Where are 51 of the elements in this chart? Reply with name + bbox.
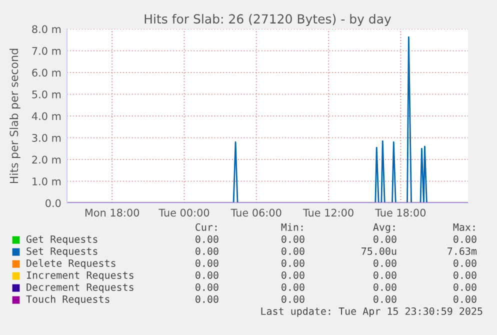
y-tick-label: 3.0 m bbox=[32, 134, 61, 142]
text: 7.63m bbox=[448, 247, 477, 255]
x-tick-label: Tue 00:00 bbox=[158, 208, 210, 217]
y-tick-label: 1.0 m bbox=[32, 177, 61, 186]
y-tick-label: 5.0 m bbox=[32, 90, 61, 98]
text: 75.00u bbox=[362, 247, 396, 255]
legend-label: Get Requests bbox=[26, 235, 98, 245]
y-tick-label: 0.0 bbox=[46, 199, 61, 208]
legend-label: Increment Requests bbox=[26, 271, 134, 281]
text: Avg: bbox=[373, 223, 395, 233]
text: Cur: bbox=[196, 223, 217, 231]
text: Last update: Tue Apr 15 23:30:59 2025 bbox=[261, 307, 482, 317]
text: 0.00 bbox=[454, 283, 476, 291]
text: 0.00 bbox=[196, 247, 218, 255]
text: 0.00 bbox=[282, 295, 304, 303]
x-tick-label: Tue 18:00 bbox=[375, 208, 426, 217]
y-tick-label: 8.0 m bbox=[32, 25, 61, 34]
x-tick-label: Mon 18:00 bbox=[85, 208, 140, 217]
y-tick-label: 2.0 m bbox=[32, 156, 61, 164]
text: 0.00 bbox=[282, 259, 304, 267]
legend-label: Set Requests bbox=[26, 247, 98, 257]
y-tick-label: 7.0 m bbox=[32, 46, 61, 55]
text: 0.00 bbox=[282, 247, 304, 255]
legend-label: Delete Requests bbox=[26, 259, 116, 269]
y-tick-label: 4.0 m bbox=[32, 112, 61, 120]
text: 0.00 bbox=[282, 235, 304, 243]
text: 0.00 bbox=[454, 259, 476, 267]
legend-label: Touch Requests bbox=[26, 295, 110, 305]
y-tick-label: 6.0 m bbox=[32, 68, 61, 77]
text: 0.00 bbox=[282, 271, 304, 279]
text: 0.00 bbox=[454, 235, 476, 243]
legend-label: Decrement Requests bbox=[26, 283, 134, 293]
text: Min: bbox=[281, 223, 303, 231]
text: 0.00 bbox=[374, 271, 396, 279]
text: 0.00 bbox=[196, 295, 218, 303]
x-tick-label: Tue 12:00 bbox=[302, 208, 354, 217]
y-axis-title: Hits per Slab per second bbox=[10, 48, 20, 184]
text: 0.00 bbox=[374, 295, 396, 303]
text: 0.00 bbox=[196, 283, 218, 291]
text: 0.00 bbox=[282, 283, 304, 291]
chart-title: Hits for Slab: 26 (27120 Bytes) - by day bbox=[144, 14, 392, 26]
x-tick-label: Tue 06:00 bbox=[230, 208, 282, 217]
text: 0.00 bbox=[374, 283, 396, 291]
text: 0.00 bbox=[374, 259, 396, 267]
text: 0.00 bbox=[454, 271, 476, 279]
text: 0.00 bbox=[196, 271, 218, 279]
text: Max: bbox=[453, 223, 475, 231]
text: 0.00 bbox=[196, 235, 218, 243]
text: 0.00 bbox=[454, 295, 476, 303]
text: 0.00 bbox=[374, 235, 396, 243]
text: 0.00 bbox=[196, 259, 218, 267]
